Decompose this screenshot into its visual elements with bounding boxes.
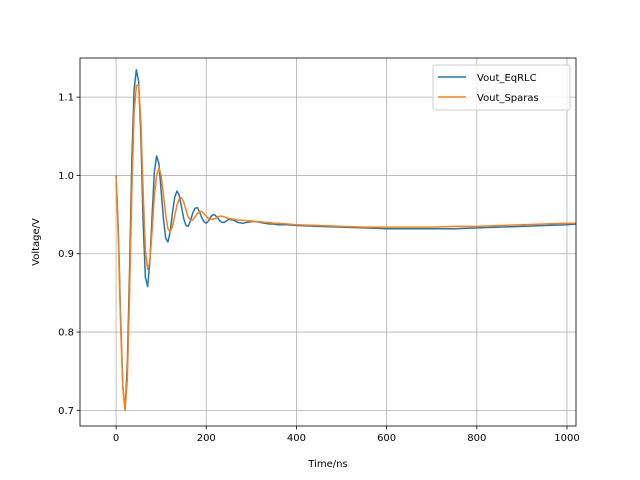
legend: Vout_EqRLC Vout_Sparas xyxy=(432,64,571,111)
legend-label-vout-eqrlc: Vout_EqRLC xyxy=(477,73,537,84)
x-axis-ticks: 0 200 400 600 800 1000 xyxy=(113,426,580,444)
x-tick-label: 800 xyxy=(467,433,486,444)
x-tick-label: 1000 xyxy=(554,433,579,444)
legend-label-vout-sparas: Vout_Sparas xyxy=(477,93,539,104)
y-tick-label: 1.1 xyxy=(58,93,74,104)
y-tick-label: 0.9 xyxy=(58,249,74,260)
y-axis-label: Voltage/V xyxy=(31,218,42,266)
x-tick-label: 0 xyxy=(113,433,119,444)
series-line-vout-eqrlc xyxy=(115,68,576,412)
y-tick-label: 0.8 xyxy=(58,328,74,339)
x-tick-label: 200 xyxy=(197,433,216,444)
x-tick-label: 400 xyxy=(287,433,306,444)
plot-series-area xyxy=(115,68,576,412)
y-axis-ticks: 0.7 0.8 0.9 1.0 1.1 xyxy=(58,93,80,417)
x-axis-label: Time/ns xyxy=(307,459,347,470)
y-tick-label: 0.7 xyxy=(58,406,74,417)
legend-box xyxy=(432,64,571,111)
series-line-vout-sparas xyxy=(115,84,576,412)
plot-frame xyxy=(79,57,577,427)
x-tick-label: 600 xyxy=(377,433,396,444)
y-tick-label: 1.0 xyxy=(58,171,74,182)
